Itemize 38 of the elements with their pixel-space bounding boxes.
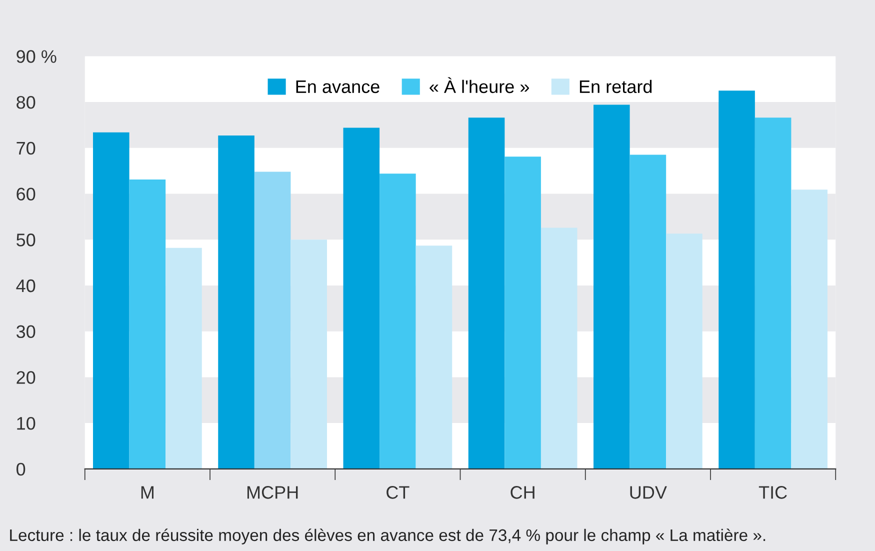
bar [791,190,828,469]
y-tick-label: 90 % [16,50,56,63]
x-tick-label: MCPH [247,486,298,499]
y-tick-label: 10 [17,416,36,430]
bar [343,128,380,469]
y-tick-label: 0 [16,462,26,476]
y-tick-label: 30 [16,325,36,338]
bar [666,234,702,469]
y-tick-label: 70 [16,142,36,155]
y-tick-label: 60 [16,188,36,200]
y-tick-label: 50 [16,234,36,246]
x-tick-label: CT [386,486,410,499]
bar [754,118,792,469]
y-tick-label: 20 [16,371,36,384]
legend-label: En avance [296,80,380,94]
bar [129,180,166,469]
x-tick-label: TIC [758,486,787,499]
x-tick-label: UDV [630,486,667,499]
legend-label: « À l'heure » [430,77,529,94]
bar [290,240,327,469]
y-tick-label: 80 [16,96,36,109]
bar [718,90,755,469]
bar [468,118,505,469]
bar [504,156,541,469]
bar [166,248,202,469]
legend-label: En retard [580,80,652,94]
bar [540,228,578,469]
bar [380,174,416,469]
bar [254,172,291,469]
bar [594,104,630,469]
bar [630,154,666,469]
bar [218,136,254,469]
x-tick-label: CH [510,486,534,499]
x-tick-label: M [141,486,154,499]
bar [93,132,130,469]
text: Lecture : le taux de réussite moyen des élèves en avance est de 73,4 % pour le champ « La matière ». [10,528,766,544]
y-tick-label: 40 [16,279,36,292]
bar [416,246,452,469]
